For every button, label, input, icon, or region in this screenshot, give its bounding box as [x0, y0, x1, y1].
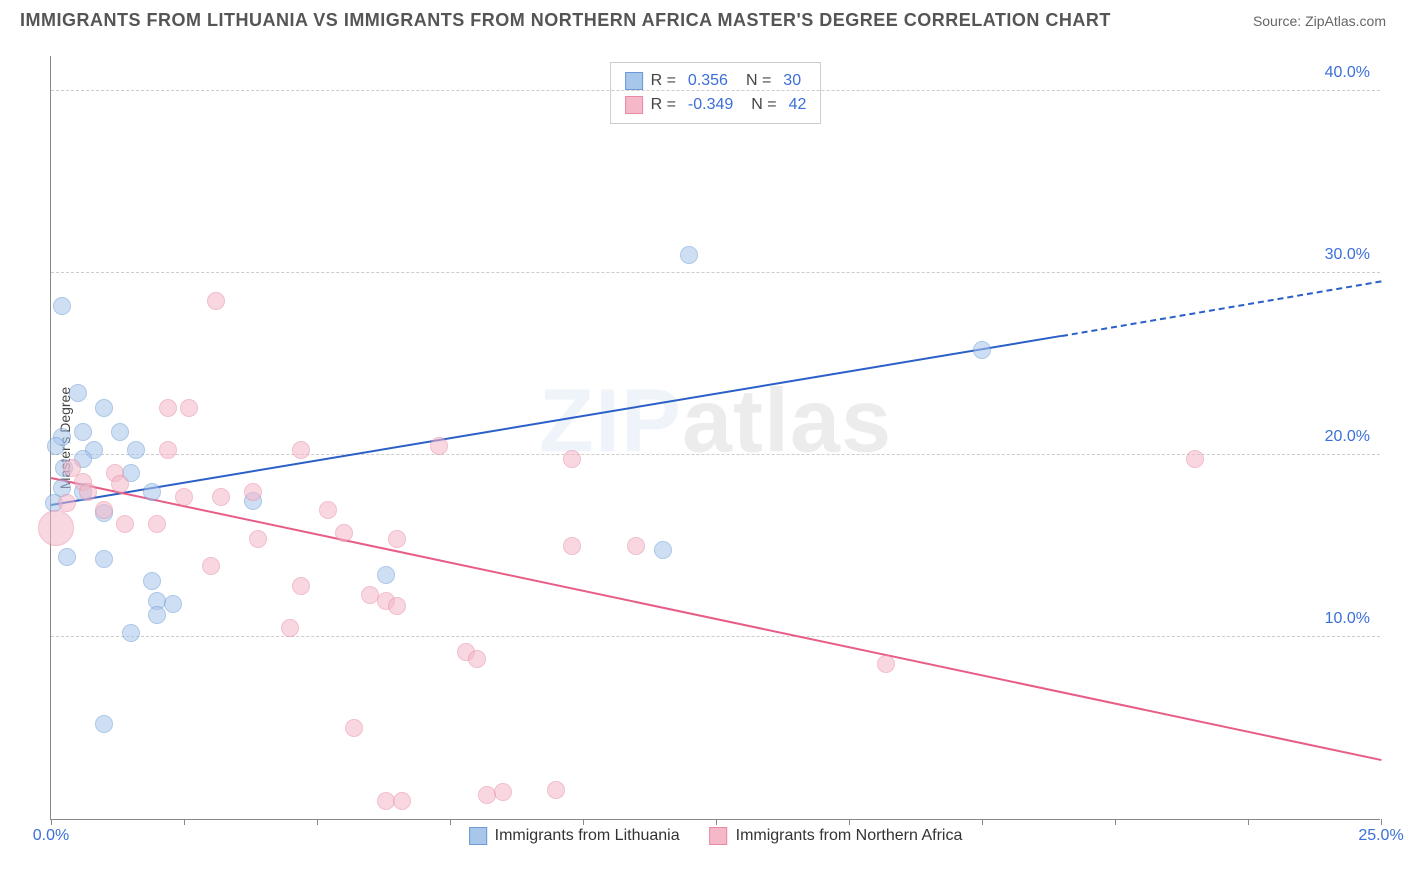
data-point [547, 781, 565, 799]
data-point [148, 606, 166, 624]
data-point [95, 550, 113, 568]
data-point [468, 650, 486, 668]
trendline [51, 477, 1381, 761]
data-point [143, 572, 161, 590]
gridline [51, 90, 1380, 91]
data-point [281, 619, 299, 637]
data-point [74, 423, 92, 441]
gridline [51, 454, 1380, 455]
data-point [319, 501, 337, 519]
data-point [58, 494, 76, 512]
data-point [53, 297, 71, 315]
legend-swatch-nafrica [710, 827, 728, 845]
data-point [69, 384, 87, 402]
data-point [111, 475, 129, 493]
data-point [627, 537, 645, 555]
data-point [1186, 450, 1204, 468]
chart-title: IMMIGRANTS FROM LITHUANIA VS IMMIGRANTS … [20, 10, 1111, 31]
gridline [51, 636, 1380, 637]
xtick [450, 819, 451, 825]
watermark-part2: atlas [682, 372, 892, 472]
watermark: ZIPatlas [539, 371, 892, 474]
chart-header: IMMIGRANTS FROM LITHUANIA VS IMMIGRANTS … [0, 0, 1406, 41]
ytick-label: 30.0% [1325, 246, 1370, 264]
data-point [95, 715, 113, 733]
data-point [164, 595, 182, 613]
data-point [388, 597, 406, 615]
xtick-label: 0.0% [33, 827, 69, 845]
xtick [849, 819, 850, 825]
data-point [973, 341, 991, 359]
data-point [159, 399, 177, 417]
data-point [38, 510, 74, 546]
source-attribution: Source: ZipAtlas.com [1253, 13, 1386, 29]
legend-item-lithuania: Immigrants from Lithuania [469, 827, 680, 845]
legend-label-nafrica: Immigrants from Northern Africa [736, 827, 963, 845]
xtick [1115, 819, 1116, 825]
data-point [877, 655, 895, 673]
xtick-label: 25.0% [1358, 827, 1403, 845]
data-point [47, 437, 65, 455]
data-point [292, 441, 310, 459]
gridline [51, 272, 1380, 273]
data-point [212, 488, 230, 506]
data-point [430, 437, 448, 455]
data-point [111, 423, 129, 441]
xtick [51, 819, 52, 825]
data-point [58, 548, 76, 566]
data-point [202, 557, 220, 575]
stats-row-lithuania: R =0.356 N =30 [625, 69, 807, 93]
data-point [335, 524, 353, 542]
data-point [292, 577, 310, 595]
data-point [95, 399, 113, 417]
data-point [116, 515, 134, 533]
watermark-part1: ZIP [539, 372, 682, 472]
ytick-label: 40.0% [1325, 64, 1370, 82]
xtick [1248, 819, 1249, 825]
data-point [159, 441, 177, 459]
data-point [175, 488, 193, 506]
trendline-extrapolated [1062, 280, 1382, 337]
data-point [680, 246, 698, 264]
stats-row-nafrica: R =-0.349 N =42 [625, 93, 807, 117]
swatch-nafrica [625, 96, 643, 114]
data-point [79, 483, 97, 501]
data-point [127, 441, 145, 459]
plot-area: ZIPatlas R =0.356 N =30 R =-0.349 N =42 … [50, 56, 1380, 820]
data-point [494, 783, 512, 801]
data-point [143, 483, 161, 501]
data-point [345, 719, 363, 737]
chart-container: Master's Degree ZIPatlas R =0.356 N =30 … [50, 50, 1380, 840]
xtick [317, 819, 318, 825]
data-point [654, 541, 672, 559]
ytick-label: 10.0% [1325, 610, 1370, 628]
data-point [249, 530, 267, 548]
data-point [393, 792, 411, 810]
data-point [122, 624, 140, 642]
data-point [377, 566, 395, 584]
ytick-label: 20.0% [1325, 428, 1370, 446]
xtick [716, 819, 717, 825]
legend-label-lithuania: Immigrants from Lithuania [495, 827, 680, 845]
legend-swatch-lithuania [469, 827, 487, 845]
data-point [563, 537, 581, 555]
legend-item-nafrica: Immigrants from Northern Africa [710, 827, 963, 845]
data-point [63, 459, 81, 477]
stats-legend: R =0.356 N =30 R =-0.349 N =42 [610, 62, 822, 124]
data-point [180, 399, 198, 417]
data-point [244, 483, 262, 501]
data-point [207, 292, 225, 310]
trendline [51, 335, 1062, 506]
data-point [388, 530, 406, 548]
swatch-lithuania [625, 72, 643, 90]
data-point [95, 501, 113, 519]
xtick [184, 819, 185, 825]
xtick [583, 819, 584, 825]
data-point [563, 450, 581, 468]
series-legend: Immigrants from Lithuania Immigrants fro… [469, 827, 963, 845]
xtick [1381, 819, 1382, 825]
xtick [982, 819, 983, 825]
data-point [148, 515, 166, 533]
